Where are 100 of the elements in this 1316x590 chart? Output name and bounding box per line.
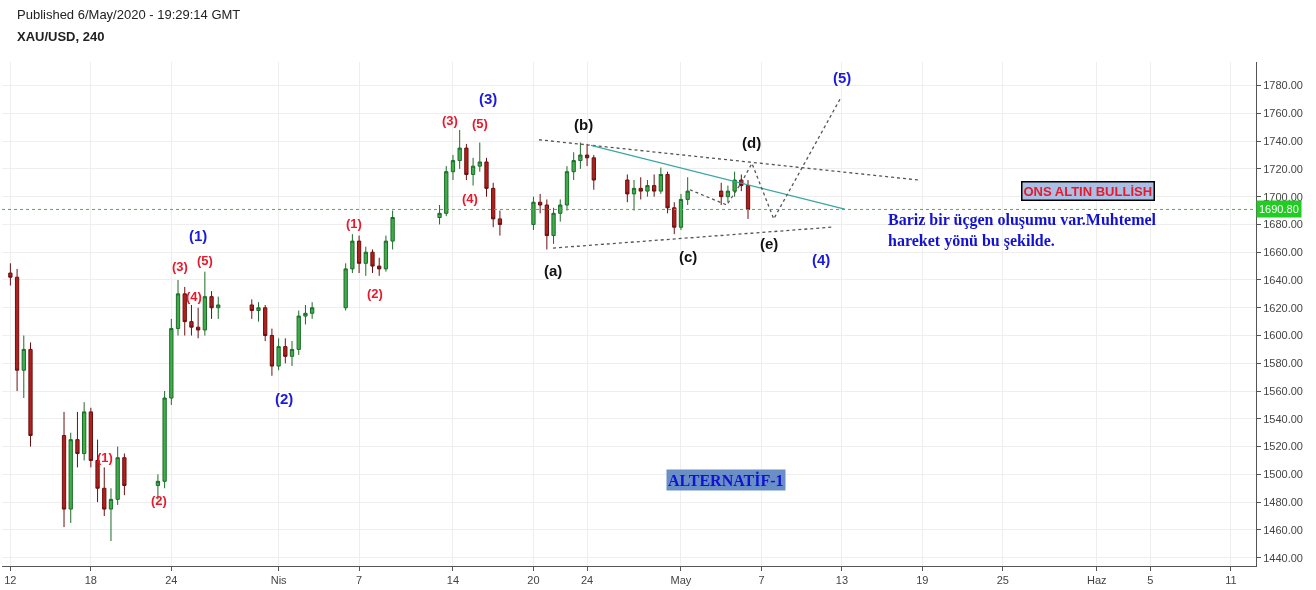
- candlestick: [725, 185, 731, 203]
- candlestick: [61, 411, 67, 528]
- annotation: (a): [544, 262, 563, 279]
- candlestick: [216, 296, 221, 320]
- candlestick: [356, 235, 362, 274]
- y-tick-label: 1520.00: [1263, 440, 1303, 453]
- y-tick-label: 1480.00: [1263, 495, 1303, 508]
- candlestick: [28, 341, 33, 448]
- x-tick-label: 20: [527, 574, 540, 587]
- candlestick: [269, 328, 275, 377]
- annotation: (5): [833, 69, 852, 86]
- y-tick-label: 1780.00: [1263, 79, 1303, 92]
- annotation: (e): [760, 235, 779, 252]
- y-tick-label: 1640.00: [1263, 273, 1303, 286]
- candlestick: [289, 340, 295, 367]
- annotation: (3): [479, 90, 498, 107]
- x-tick-label: 11: [1225, 574, 1237, 587]
- candlestick: [68, 432, 73, 524]
- x-tick-label: 12: [4, 574, 17, 587]
- annotation: (1): [189, 227, 208, 244]
- candlestick: [283, 337, 288, 364]
- candlestick: [625, 173, 630, 203]
- y-tick-label: 1760.00: [1263, 107, 1303, 120]
- x-tick-label: 13: [835, 574, 849, 587]
- y-tick-label: 1440.00: [1263, 551, 1303, 564]
- candlestick: [343, 262, 348, 312]
- candlestick: [652, 173, 657, 198]
- candlestick: [189, 304, 194, 337]
- candlestick: [75, 411, 80, 468]
- candlestick: [88, 407, 93, 468]
- candlestick: [202, 271, 207, 337]
- candlestick: [175, 279, 181, 337]
- candlestick: [551, 207, 556, 245]
- annotation: (1): [346, 216, 362, 231]
- x-tick-label: 25: [996, 574, 1009, 587]
- candlestick: [296, 310, 301, 356]
- candlestick: [182, 286, 187, 337]
- candlestick: [14, 268, 20, 392]
- candlestick: [491, 182, 496, 228]
- y-tick-label: 1580.00: [1263, 357, 1303, 370]
- annotation: (c): [679, 248, 698, 265]
- candlestick: [470, 157, 476, 187]
- candlestick: [464, 143, 469, 181]
- x-tick-label: 7: [758, 574, 765, 587]
- candlestick: [484, 157, 489, 198]
- annotation: (4): [462, 191, 478, 206]
- candlestick: [665, 171, 670, 214]
- candlestick: [82, 401, 87, 461]
- candlestick: [544, 198, 549, 250]
- x-tick-label: 18: [84, 574, 97, 587]
- candlestick: [444, 165, 449, 217]
- candlestick: [558, 198, 563, 223]
- candlestick: [732, 171, 737, 198]
- y-tick-label: 1740.00: [1263, 134, 1303, 147]
- x-tick-label: May: [670, 574, 692, 587]
- y-tick-label: 1540.00: [1263, 412, 1303, 425]
- annotation: (d): [742, 134, 762, 151]
- candlestick: [719, 182, 724, 206]
- candlestick: [631, 179, 637, 212]
- candlestick: [383, 235, 389, 273]
- annotation: Bariz bir üçgen oluşumu var.Muhtemel hareket yönü bu şekilde.: [888, 211, 1157, 250]
- candlestick: [437, 204, 442, 225]
- x-tick-label: 7: [356, 574, 363, 587]
- candlestick: [108, 487, 114, 542]
- x-tick-label: 5: [1147, 574, 1154, 587]
- candlestick: [745, 179, 751, 220]
- candlestick: [21, 335, 26, 399]
- x-tick-label: Haz: [1086, 574, 1107, 587]
- y-tick-label: 1560.00: [1263, 384, 1303, 397]
- annotation: (4): [186, 289, 202, 304]
- candlestick: [122, 453, 127, 496]
- candlestick: [8, 262, 13, 287]
- y-tick-label: 1700.00: [1263, 190, 1303, 203]
- candlestick: [102, 466, 107, 517]
- candlestick: [678, 193, 684, 231]
- candlestick: [658, 167, 663, 195]
- candlestick: [531, 196, 536, 231]
- x-tick-label: 24: [580, 574, 594, 587]
- ref-line-label: 1690.80: [1259, 203, 1299, 215]
- y-tick-label: 1600.00: [1263, 329, 1303, 342]
- candlestick: [672, 201, 677, 235]
- annotation: (3): [172, 259, 188, 274]
- annotation: (2): [367, 286, 383, 301]
- x-tick-label: 14: [446, 574, 460, 587]
- candlestick: [457, 129, 462, 170]
- annotation: (5): [472, 116, 488, 131]
- candlestick: [578, 142, 583, 170]
- candlestick: [169, 318, 174, 406]
- y-tick-label: 1660.00: [1263, 246, 1303, 259]
- candlestick: [249, 298, 254, 320]
- candlestick: [564, 165, 570, 212]
- candlestick: [584, 143, 590, 167]
- candlestick: [370, 248, 375, 274]
- annotation: (5): [197, 253, 213, 268]
- candlestick: [162, 390, 167, 489]
- candlestick: [377, 257, 382, 277]
- x-tick-label: 24: [165, 574, 178, 587]
- candlestick: [263, 304, 268, 342]
- candlestick: [591, 154, 596, 191]
- annotation: ALTERNATİF-1: [668, 471, 784, 489]
